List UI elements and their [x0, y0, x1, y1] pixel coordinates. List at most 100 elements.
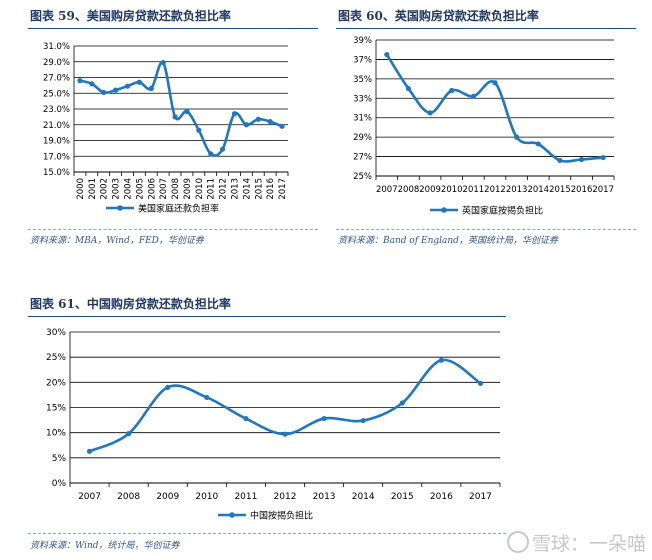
- x-tick-label: 2002: [100, 178, 110, 200]
- y-tick-label: 27.0%: [43, 74, 70, 84]
- legend-label: 美国家庭还款负担率: [138, 203, 219, 215]
- x-tick-label: 2008: [171, 178, 181, 200]
- data-point: [384, 51, 390, 58]
- x-tick-label: 2016: [571, 185, 593, 195]
- us-chart: 31.0% 29.0% 27.0% 25.0% 23.0% 21.0% 19.0% 17.0%…: [43, 42, 289, 215]
- data-point: [231, 111, 238, 117]
- x-tick-label: 2015: [549, 185, 571, 195]
- watermark: 雪球：一朵喵: [506, 529, 646, 556]
- data-point: [438, 357, 444, 363]
- data-point: [255, 116, 261, 122]
- legend-marker: [441, 207, 447, 213]
- data-point: [204, 394, 210, 401]
- x-tick-label: 2007: [159, 178, 169, 200]
- x-tick-label: 2012: [484, 185, 506, 195]
- y-tick-label: 27%: [353, 153, 372, 163]
- y-tick-label: 25%: [46, 353, 66, 363]
- source-note: 资料来源：Band of England，英国统计局，华创证券: [338, 236, 558, 246]
- data-point: [220, 146, 226, 152]
- legend-label: 英国家庭按揭负担比: [462, 205, 543, 217]
- x-tick-label: 2008: [398, 185, 420, 195]
- data-point: [89, 81, 95, 87]
- data-point: [160, 59, 166, 66]
- y-tick-label: 21.0%: [43, 121, 70, 131]
- y-tick-label: 37%: [353, 55, 372, 65]
- x-tick-label: 2007: [78, 492, 101, 502]
- data-point: [557, 157, 563, 164]
- data-point: [267, 119, 273, 125]
- data-point: [86, 448, 93, 454]
- data-point: [427, 110, 433, 116]
- data-point: [77, 78, 83, 84]
- data-point: [405, 85, 412, 92]
- source-divider: [28, 229, 318, 230]
- data-point: [113, 87, 119, 93]
- y-tick-label: 25.0%: [43, 89, 70, 99]
- data-point: [243, 122, 249, 128]
- data-point: [165, 384, 171, 390]
- data-point: [126, 431, 132, 437]
- y-tick-label: 29%: [353, 133, 372, 143]
- x-tick-label: 2016: [430, 492, 453, 502]
- title-rule: [28, 28, 318, 29]
- y-tick-label: 25%: [353, 172, 372, 182]
- data-point: [477, 380, 484, 386]
- x-tick-label: 2007: [376, 185, 398, 195]
- data-point: [136, 79, 142, 85]
- x-tick-label: 2012: [274, 492, 297, 502]
- data-point: [535, 141, 541, 147]
- source-note: 资料来源：Wind，统计局，华创证券: [30, 541, 180, 551]
- y-tick-label: 23.0%: [43, 105, 70, 115]
- x-tick-label: 2009: [183, 178, 193, 200]
- source-divider: [336, 229, 636, 230]
- data-point: [243, 415, 249, 422]
- x-tick-label: 2011: [207, 178, 217, 200]
- data-point: [208, 151, 214, 157]
- legend-label: 中国按揭负担比: [250, 510, 313, 522]
- y-tick-label: 5%: [52, 454, 67, 464]
- x-tick-label: 2001: [88, 178, 98, 200]
- y-tick-label: 33%: [353, 94, 372, 104]
- data-point: [282, 431, 288, 437]
- y-tick-label: 0%: [52, 479, 67, 489]
- chart-title: 图表 60、英国购房贷款还款负担比率: [338, 9, 539, 23]
- series-line: [385, 53, 604, 163]
- data-point: [360, 417, 366, 424]
- title-rule: [28, 316, 506, 317]
- x-tick-label: 2016: [266, 178, 276, 200]
- x-tick-label: 2010: [195, 178, 205, 200]
- x-tick-label: 2009: [156, 492, 179, 502]
- legend-marker: [229, 512, 235, 518]
- source-note: 资料来源：MBA，Wind，FED，华创证券: [30, 236, 204, 246]
- data-point: [399, 400, 405, 406]
- data-point: [449, 87, 455, 94]
- data-point: [279, 123, 285, 129]
- y-tick-label: 15%: [46, 404, 66, 414]
- data-point: [514, 134, 520, 140]
- x-tick-label: 2012: [219, 178, 229, 200]
- x-tick-label: 2006: [147, 178, 157, 200]
- x-tick-label: 2013: [313, 492, 336, 502]
- y-tick-label: 19.0%: [43, 137, 70, 147]
- y-tick-label: 15.0%: [43, 168, 70, 178]
- x-tick-label: 2000: [76, 178, 86, 200]
- x-tick-label: 2005: [135, 178, 145, 200]
- data-point: [196, 127, 202, 133]
- data-point: [578, 156, 585, 163]
- x-tick-label: 2017: [592, 185, 614, 195]
- y-tick-label: 29.0%: [43, 58, 70, 68]
- x-tick-label: 2013: [506, 185, 528, 195]
- y-tick-label: 31%: [353, 114, 372, 124]
- x-tick-label: 2017: [469, 492, 492, 502]
- x-tick-label: 2011: [234, 492, 257, 502]
- data-point: [600, 154, 606, 161]
- data-point: [172, 114, 178, 120]
- data-point: [492, 80, 498, 86]
- y-tick-label: 10%: [46, 429, 66, 439]
- x-tick-label: 2014: [242, 178, 252, 200]
- series-line: [89, 358, 482, 453]
- source-divider: [28, 533, 506, 534]
- x-tick-label: 2008: [117, 492, 140, 502]
- x-tick-label: 2004: [124, 178, 134, 200]
- y-tick-label: 31.0%: [43, 42, 70, 52]
